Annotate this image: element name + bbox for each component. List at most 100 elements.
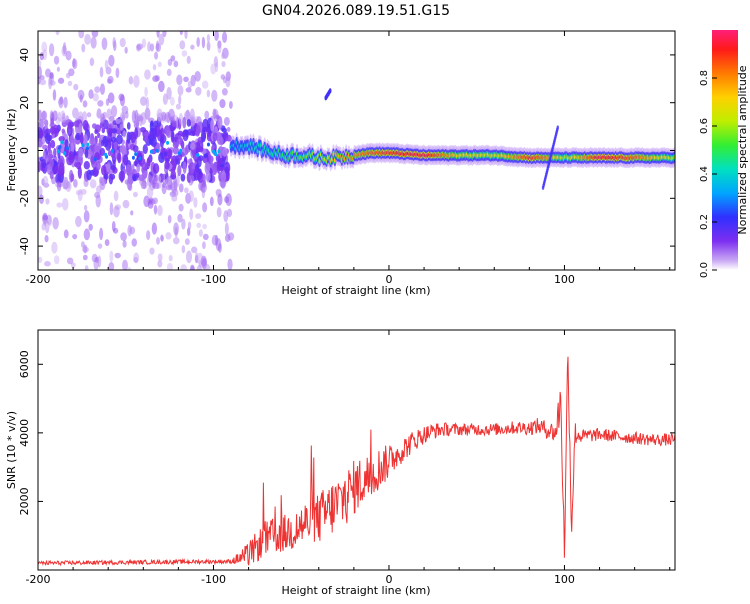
snr-xtick-label: 100	[554, 573, 575, 586]
noise-speckle	[85, 146, 89, 151]
noise-speckle	[178, 183, 184, 193]
noise-speckle	[107, 123, 114, 129]
noise-speckle	[97, 100, 104, 107]
noise-speckle	[202, 241, 206, 250]
noise-speckle	[95, 161, 101, 171]
noise-speckle	[95, 194, 101, 208]
noise-speckle	[152, 163, 160, 174]
noise-speckle	[187, 221, 192, 230]
noise-speckle	[167, 214, 172, 224]
noise-speckle	[181, 218, 186, 230]
noise-speckle	[56, 202, 63, 208]
ridge-core	[248, 147, 251, 152]
noise-speckle	[179, 148, 183, 153]
noise-speckle	[38, 76, 41, 85]
noise-speckle	[62, 42, 67, 55]
noise-speckle	[220, 170, 227, 183]
noise-speckle	[182, 161, 187, 174]
noise-speckle	[210, 118, 215, 132]
ridge-core	[332, 152, 335, 157]
noise-speckle	[48, 149, 53, 160]
noise-speckle	[39, 194, 44, 205]
noise-speckle	[177, 134, 182, 145]
noise-speckle	[84, 265, 89, 270]
noise-speckle	[88, 89, 94, 100]
spectrogram-xtick-label: -100	[201, 273, 226, 286]
noise-speckle	[214, 152, 218, 157]
noise-speckle	[82, 254, 88, 261]
colorbar-tick-label: 0.8	[699, 70, 710, 86]
noise-speckle	[177, 164, 182, 177]
noise-speckle	[42, 214, 48, 221]
noise-speckle	[173, 178, 178, 191]
noise-speckle	[75, 132, 82, 141]
noise-speckle	[180, 173, 186, 182]
noise-speckle	[196, 116, 202, 127]
noise-speckle	[81, 43, 86, 53]
noise-speckle	[222, 31, 228, 44]
noise-speckle	[64, 139, 69, 147]
noise-speckle	[189, 174, 195, 184]
noise-speckle	[195, 86, 202, 96]
noise-speckle	[165, 176, 172, 186]
noise-speckle	[93, 157, 97, 162]
noise-speckle	[222, 146, 228, 157]
noise-speckle	[92, 92, 99, 102]
noise-speckle	[227, 232, 235, 241]
noise-speckle	[147, 41, 151, 52]
noise-speckle	[226, 126, 231, 132]
noise-speckle	[65, 50, 72, 61]
noise-speckle	[115, 67, 120, 78]
noise-speckle	[173, 60, 179, 68]
noise-speckle	[111, 128, 118, 134]
noise-speckle	[63, 151, 67, 156]
noise-speckle	[215, 154, 221, 163]
noise-speckle	[58, 98, 63, 106]
noise-speckle	[152, 197, 158, 205]
noise-speckle	[108, 261, 115, 270]
noise-speckle	[163, 151, 168, 157]
colorbar-tick-label: 0.2	[699, 214, 710, 230]
noise-speckle	[156, 31, 160, 38]
noise-speckle	[151, 222, 158, 235]
noise-speckle	[178, 112, 183, 125]
noise-speckle	[111, 221, 116, 232]
noise-speckle	[206, 89, 211, 98]
noise-speckle	[86, 112, 92, 118]
noise-speckle	[75, 190, 81, 196]
noise-speckle	[183, 76, 189, 83]
noise-speckle	[63, 229, 69, 239]
noise-speckle	[182, 116, 187, 129]
colorbar-tick-label: 0.4	[699, 166, 710, 182]
noise-speckle	[155, 43, 162, 52]
noise-speckle	[202, 223, 207, 230]
noise-speckle	[179, 40, 186, 50]
noise-speckle	[142, 144, 148, 155]
snr-xtick-label: 0	[385, 573, 392, 586]
noise-speckle	[160, 234, 164, 242]
noise-speckle	[200, 182, 207, 193]
noise-speckle	[144, 131, 148, 143]
noise-speckle	[56, 66, 60, 72]
noise-speckle	[38, 256, 43, 264]
noise-speckle	[122, 130, 127, 138]
noise-speckle	[157, 253, 163, 262]
noise-speckle	[200, 255, 207, 267]
noise-speckle	[134, 151, 138, 156]
noise-speckle	[225, 193, 232, 206]
noise-speckle	[80, 241, 85, 248]
noise-speckle	[138, 174, 145, 182]
noise-speckle	[197, 146, 204, 153]
noise-speckle	[82, 100, 88, 108]
noise-speckle	[56, 149, 60, 154]
noise-speckle	[124, 46, 128, 54]
noise-speckle	[81, 143, 85, 148]
noise-speckle	[217, 42, 222, 54]
noise-speckle	[166, 68, 172, 77]
noise-speckle	[153, 182, 160, 190]
noise-speckle	[140, 96, 147, 106]
noise-speckle	[73, 162, 79, 168]
noise-speckle	[151, 174, 158, 185]
snr-ytick-label: 4000	[18, 419, 31, 447]
noise-speckle	[106, 108, 112, 120]
